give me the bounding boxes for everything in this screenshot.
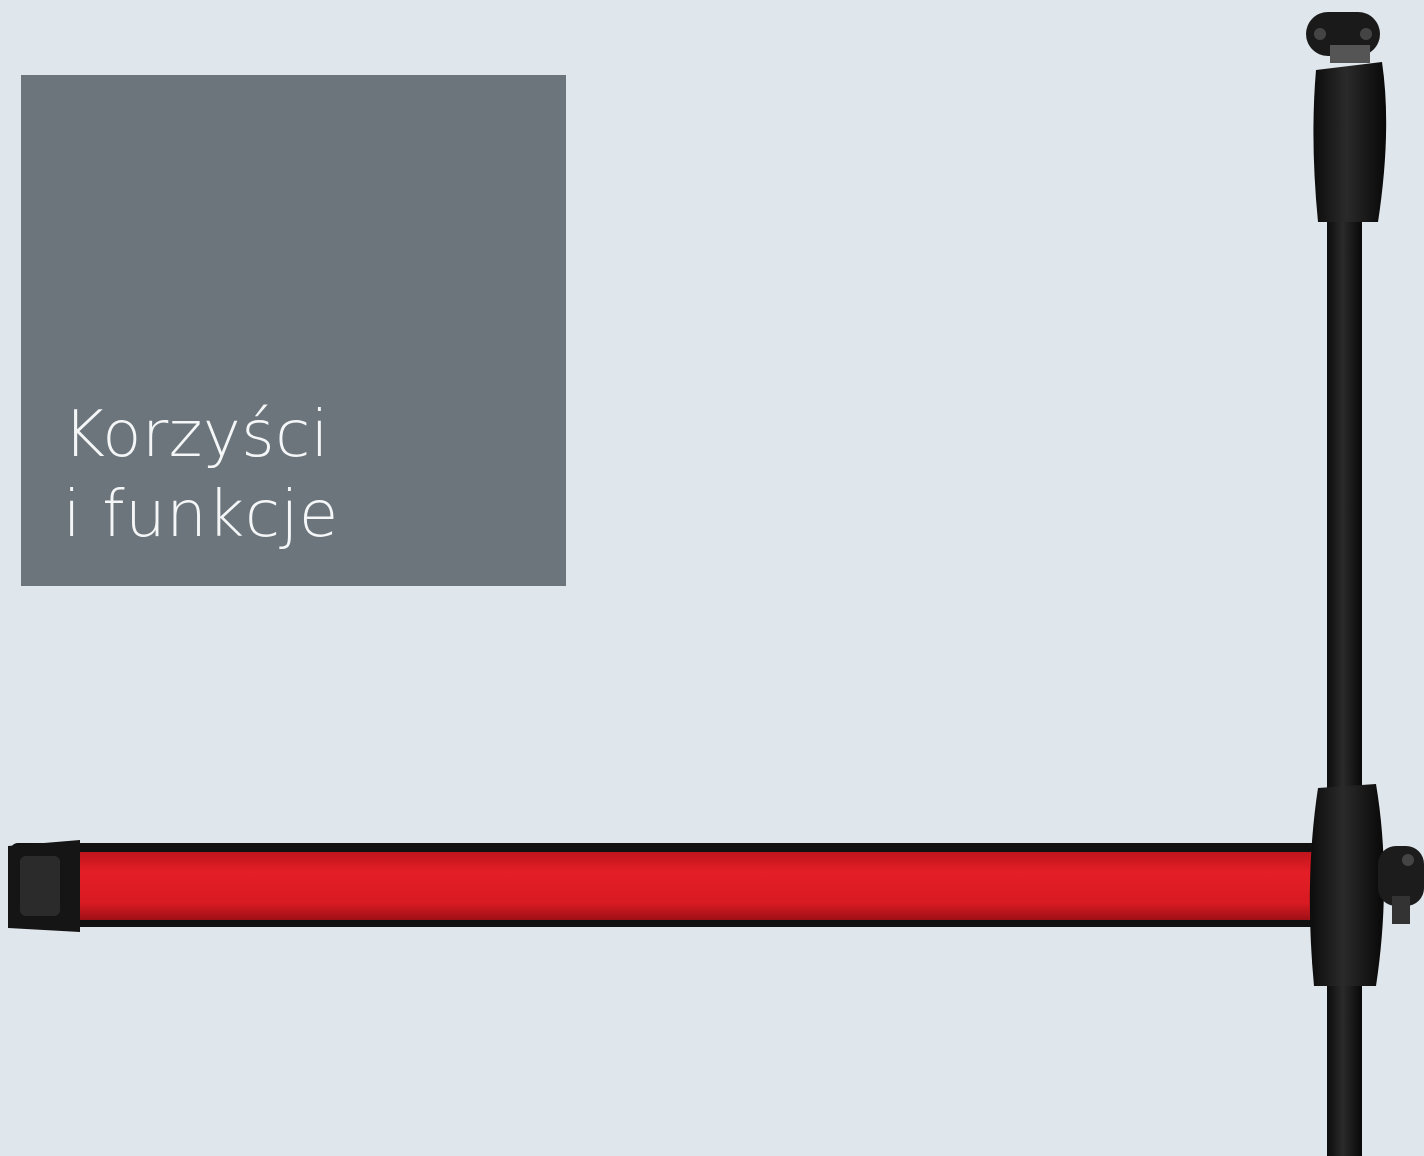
side-latch [1392,896,1410,924]
end-cap-detail [20,856,60,916]
screw [1314,28,1326,40]
screw [1402,854,1414,866]
center-housing [1310,784,1384,986]
red-push-bar [55,852,1325,920]
panic-bar-illustration [0,0,1424,1156]
page: {"header": {"title_line_1": "Korzyści", … [0,0,1424,1156]
screw [1360,28,1372,40]
latch-bolt [1330,45,1370,63]
rod [1327,200,1362,1156]
top-housing [1313,62,1386,222]
